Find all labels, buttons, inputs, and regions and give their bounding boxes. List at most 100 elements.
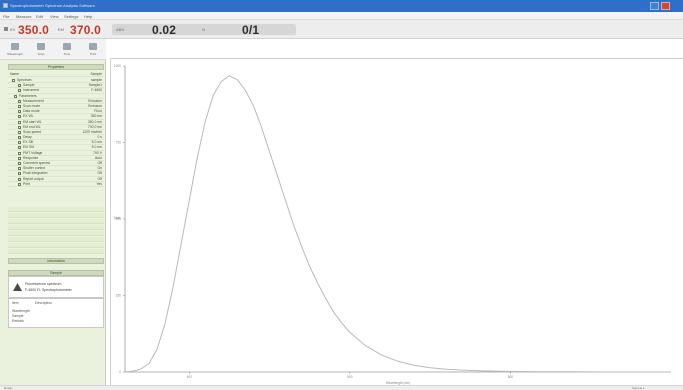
notes-row[interactable]: Sample	[12, 314, 24, 318]
property-value: 5.0 nm	[91, 145, 102, 150]
menu-settings[interactable]: Settings	[64, 14, 79, 19]
time-button[interactable]: Time	[56, 41, 78, 58]
menu-edit[interactable]: Edit	[36, 14, 43, 19]
property-row[interactable]: Measurement Emission	[8, 99, 104, 104]
menu-help[interactable]: Help	[84, 14, 93, 19]
abs-value: 0.02	[152, 23, 177, 37]
expand-toggle-icon[interactable]	[18, 167, 21, 171]
wavelength-button-label: Wavelength	[7, 52, 23, 56]
property-row[interactable]: EM start WL 360.0 nm	[8, 120, 104, 125]
empty-row	[8, 231, 104, 236]
readout-bar: EX 350.0 EM 370.0 ABS 0.02 N 0/1	[0, 20, 683, 39]
status-bar: Ready Sample 1	[0, 385, 683, 390]
chart-pane: 0 250 500 750 1000 400 500 600 Wavelength (nm) Da…	[110, 58, 683, 390]
property-row[interactable]: EM Slit 5.0 nm	[8, 145, 104, 151]
menu-file[interactable]: File	[3, 14, 10, 19]
property-row[interactable]: EX Slit 5.0 nm	[8, 140, 104, 146]
expand-toggle-icon[interactable]	[18, 130, 21, 134]
property-row[interactable]: Parameters	[8, 94, 104, 99]
property-name: Report output	[23, 176, 44, 181]
property-value: Off	[97, 161, 102, 165]
property-value: Auto	[95, 155, 102, 160]
scan-button[interactable]: Scan	[30, 41, 52, 58]
property-row[interactable]: Instrument F-4600	[8, 88, 104, 94]
property-value: sample	[91, 78, 102, 82]
expand-toggle-icon[interactable]	[18, 177, 21, 181]
property-row[interactable]: EX WL 350 nm	[8, 114, 104, 120]
property-value: 360.0 nm	[87, 119, 102, 124]
property-name: Response	[23, 155, 39, 160]
sample-preview: Fluorescence spectrum F-4600 FL Spectrop…	[8, 276, 104, 298]
expand-toggle-icon[interactable]	[18, 172, 21, 176]
expand-toggle-icon[interactable]	[18, 89, 21, 93]
property-name: Print	[23, 181, 30, 186]
notes-row[interactable]: Wavelength	[12, 309, 30, 313]
notes-row[interactable]: Remark	[12, 319, 24, 323]
property-name: Spectrum	[17, 78, 32, 82]
y-tick-label: 1000	[114, 64, 121, 68]
expand-toggle-icon[interactable]	[14, 94, 17, 98]
property-row[interactable]: Spectrum sample	[8, 78, 104, 84]
expand-toggle-icon[interactable]	[18, 104, 21, 108]
chart-divider	[111, 58, 683, 59]
property-row[interactable]: Report output Off	[8, 177, 104, 182]
property-row[interactable]: Scan speed 1200 nm/min	[8, 129, 104, 136]
expand-toggle-icon[interactable]	[18, 110, 21, 114]
property-value: 1200 nm/min	[82, 129, 102, 134]
instrument-icon	[13, 283, 22, 291]
expand-toggle-icon[interactable]	[18, 156, 21, 160]
root-row[interactable]: Name Sample	[8, 72, 104, 78]
property-row[interactable]: Peak integration Off	[8, 171, 104, 177]
property-value: F-4600	[91, 88, 102, 93]
expand-toggle-icon[interactable]	[18, 151, 21, 155]
sample-header-label: Sample	[50, 271, 62, 275]
properties-header[interactable]: Properties	[8, 64, 104, 70]
property-row[interactable]: PMT Voltage 700 V	[8, 151, 104, 156]
property-name: Corrected spectra	[23, 161, 50, 165]
toolbar: Wavelength Scan Time Print	[0, 39, 106, 60]
wavelength-button[interactable]: Wavelength	[4, 41, 26, 58]
expand-toggle-icon[interactable]	[18, 182, 21, 186]
property-name: Peak integration	[23, 171, 48, 176]
count-label: N	[202, 27, 205, 32]
empty-row	[8, 249, 104, 254]
empty-row	[8, 225, 104, 230]
property-name: Measurement	[23, 98, 44, 103]
property-row[interactable]: Print Yes	[8, 182, 104, 187]
count-readout	[196, 24, 296, 35]
property-row[interactable]: EM end WL 700.0 nm	[8, 125, 104, 130]
empty-row	[8, 213, 104, 218]
property-name: PMT Voltage	[23, 150, 43, 155]
expand-toggle-icon[interactable]	[18, 99, 21, 103]
property-row[interactable]: Sample Sample1	[8, 83, 104, 89]
root-name: Name	[10, 72, 20, 76]
close-button[interactable]	[661, 2, 670, 10]
print-button[interactable]: Print	[82, 41, 104, 58]
property-list: Spectrum sample Sample Sample1 Instrument F-4…	[8, 78, 104, 187]
expand-toggle-icon[interactable]	[18, 115, 21, 119]
sample-header[interactable]: Sample	[8, 270, 104, 276]
expand-toggle-icon[interactable]	[12, 79, 15, 82]
empty-row	[8, 237, 104, 242]
information-header-label: Information	[47, 259, 65, 263]
status-right: Sample 1	[632, 386, 645, 390]
expand-toggle-icon[interactable]	[18, 125, 21, 129]
property-row[interactable]: Corrected spectra Off	[8, 161, 104, 167]
expand-toggle-icon[interactable]	[18, 84, 21, 88]
menu-view[interactable]: View	[50, 14, 59, 19]
menu-measure[interactable]: Measure	[16, 14, 32, 19]
expand-toggle-icon[interactable]	[18, 162, 21, 165]
property-row[interactable]: Data mode Fluor	[8, 109, 104, 115]
property-row[interactable]: Shutter control On	[8, 166, 104, 172]
spectrum-chart[interactable]: 0 250 500 750 1000 400 500 600 Wavelength (nm) Da…	[111, 58, 683, 390]
y-tick-label: 750	[116, 141, 122, 145]
property-row[interactable]: Delay 0 s	[8, 135, 104, 141]
property-row[interactable]: Scan mode Emission	[8, 104, 104, 110]
expand-toggle-icon[interactable]	[18, 136, 21, 140]
minimize-button[interactable]	[650, 2, 659, 10]
property-row[interactable]: Response Auto	[8, 156, 104, 161]
information-header[interactable]: Information	[8, 258, 104, 264]
expand-toggle-icon[interactable]	[18, 141, 21, 145]
expand-toggle-icon[interactable]	[18, 120, 21, 124]
expand-toggle-icon[interactable]	[18, 146, 21, 150]
